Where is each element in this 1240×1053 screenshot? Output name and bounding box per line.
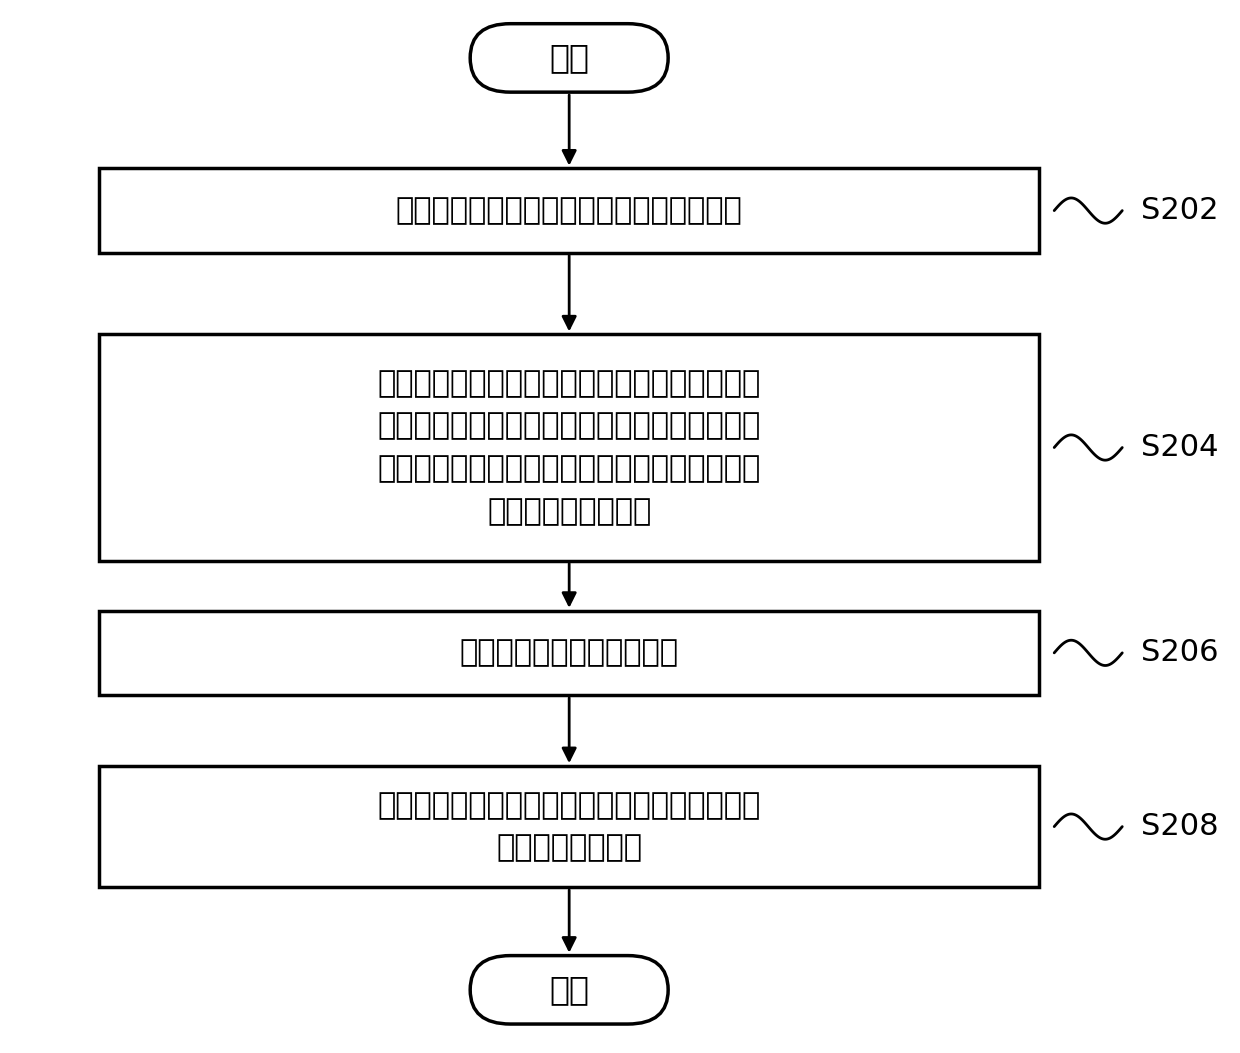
Text: 开始: 开始: [549, 41, 589, 75]
Text: S206: S206: [1141, 638, 1219, 668]
Text: S208: S208: [1141, 812, 1219, 841]
FancyBboxPatch shape: [99, 767, 1039, 887]
FancyBboxPatch shape: [99, 611, 1039, 695]
Text: 结束: 结束: [549, 973, 589, 1007]
FancyBboxPatch shape: [470, 956, 668, 1024]
Text: 在接收到固定地理围栏设置指令时，根据用户实
时定位信号确定用户所在的地理区域，设置地理
区域为地理围栏，车辆实时定位信号对应的定位
点位于地理围栏之外: 在接收到固定地理围栏设置指令时，根据用户实 时定位信号确定用户所在的地理区域，设…: [377, 369, 761, 526]
Text: 检测用户是否退出地理围栏: 检测用户是否退出地理围栏: [460, 638, 678, 668]
Text: 当用户退出地理围栏时，发出控制指令以控制车
辆的车载空调运行: 当用户退出地理围栏时，发出控制指令以控制车 辆的车载空调运行: [377, 791, 761, 862]
FancyBboxPatch shape: [470, 23, 668, 93]
Text: S204: S204: [1141, 433, 1219, 462]
FancyBboxPatch shape: [99, 335, 1039, 560]
FancyBboxPatch shape: [99, 168, 1039, 253]
Text: 接收用户实时定位信号和车辆实时定位信号: 接收用户实时定位信号和车辆实时定位信号: [396, 196, 743, 225]
Text: S202: S202: [1141, 196, 1219, 225]
